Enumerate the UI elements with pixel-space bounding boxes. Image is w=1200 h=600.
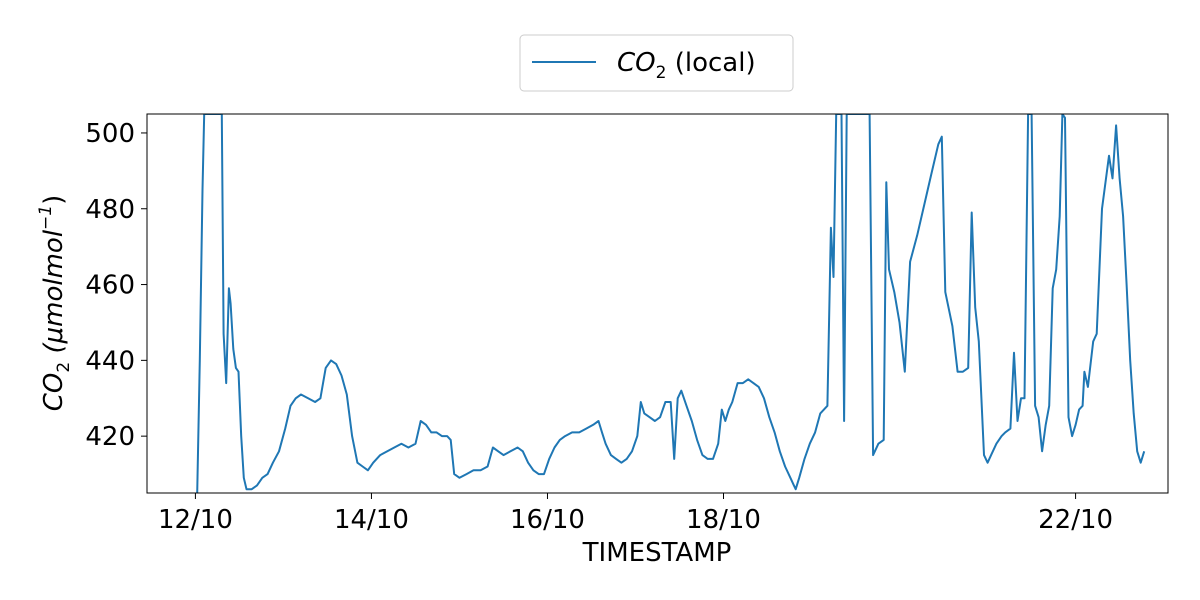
y-axis-label: CO2 (μmolmol−1): [36, 195, 74, 412]
x-tick-label: 12/10: [158, 505, 233, 535]
legend-label: CO2 (local): [617, 48, 756, 83]
y-tick-label: 460: [85, 271, 135, 301]
y-tick-label: 480: [85, 195, 135, 225]
legend-box: [519, 34, 794, 92]
x-tick-label: 16/10: [510, 505, 585, 535]
series-layer: [196, 114, 1146, 493]
x-axis-label: TIMESTAMP: [582, 538, 732, 568]
x-tick-label: 22/10: [1038, 505, 1113, 535]
y-tick-label: 500: [85, 119, 135, 149]
x-tick-label: 14/10: [334, 505, 409, 535]
y-tick-label: 440: [85, 346, 135, 376]
legend: CO2 (local): [519, 34, 794, 92]
y-tick-label: 420: [85, 422, 135, 452]
y-axis: 420 440 460 480 500: [85, 119, 147, 452]
x-tick-label: 18/10: [686, 505, 761, 535]
plot-frame: [146, 113, 1169, 494]
x-axis: 12/10 14/10 16/10 18/10 22/10: [158, 493, 1113, 535]
series-line-0: [196, 114, 1146, 493]
